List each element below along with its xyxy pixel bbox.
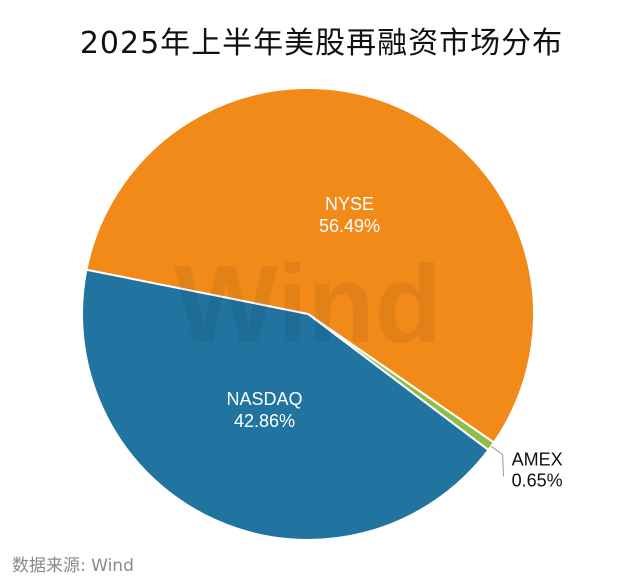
slice-label-nasdaq: NASDAQ 42.86%: [227, 389, 303, 431]
leader-line-amex: [490, 445, 505, 477]
slice-label-nyse: NYSE 56.49%: [319, 194, 380, 236]
pie-slice-nasdaq: [81, 268, 490, 541]
pie-slice-nyse: [85, 87, 535, 444]
slice-label-amex: AMEX 0.65%: [512, 450, 563, 491]
source-note: 数据来源: Wind: [12, 556, 134, 576]
watermark-text: Wind: [174, 243, 442, 366]
chart-title: 2025年上半年美股再融资市场分布: [79, 26, 564, 61]
